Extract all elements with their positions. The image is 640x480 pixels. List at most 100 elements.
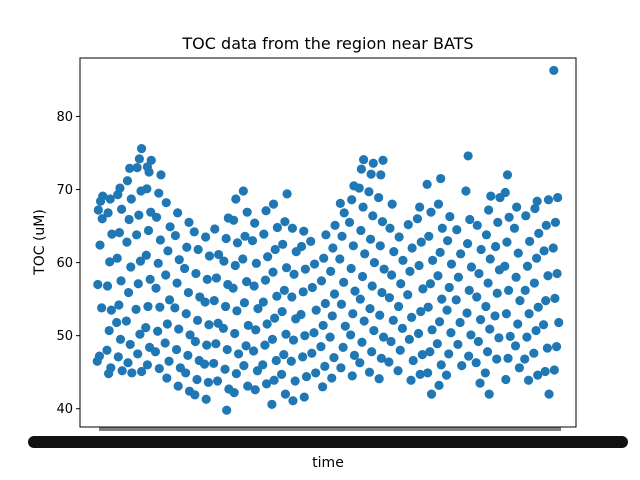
data-point (287, 292, 297, 302)
data-point (290, 376, 300, 386)
data-point (522, 332, 532, 342)
data-point (289, 269, 299, 279)
data-point (190, 390, 200, 400)
data-point (348, 241, 358, 251)
data-point (551, 342, 562, 352)
data-point (202, 274, 212, 284)
data-point (133, 279, 143, 289)
data-point (374, 374, 384, 384)
data-point (299, 392, 309, 402)
data-point (212, 376, 223, 386)
data-point (296, 241, 307, 252)
data-point (336, 299, 347, 309)
data-point (219, 256, 229, 266)
data-point (457, 361, 467, 371)
data-point (389, 247, 399, 257)
data-point (143, 225, 154, 236)
data-point (228, 283, 238, 293)
data-point (375, 310, 385, 320)
data-point (423, 368, 433, 378)
data-point (336, 363, 346, 373)
data-point (426, 207, 436, 217)
data-point (325, 332, 335, 342)
data-point (357, 271, 368, 282)
data-point (338, 342, 348, 352)
y-tick-label: 50 (56, 329, 73, 344)
data-point (377, 217, 388, 227)
data-point (453, 272, 464, 282)
plot-area (79, 57, 577, 428)
data-point (179, 263, 190, 274)
data-point (464, 285, 474, 295)
data-point (480, 368, 490, 378)
data-point (261, 206, 271, 216)
data-point (346, 263, 356, 274)
data-point (258, 360, 268, 370)
data-point (427, 325, 437, 335)
data-point (466, 262, 477, 272)
data-point (461, 186, 471, 196)
data-point (317, 382, 328, 392)
data-point (357, 337, 367, 347)
data-point (344, 217, 355, 228)
data-point (132, 230, 142, 240)
data-point (384, 293, 395, 303)
data-point (94, 351, 105, 361)
data-point (393, 366, 403, 376)
data-point (214, 249, 224, 260)
data-point (164, 356, 174, 366)
data-point (523, 375, 534, 385)
data-point (93, 279, 103, 290)
data-point (247, 236, 258, 246)
data-point (472, 292, 482, 302)
data-point (355, 294, 365, 304)
data-point (150, 347, 161, 357)
data-point (446, 259, 457, 269)
data-point (407, 243, 417, 253)
data-point (204, 251, 215, 261)
data-point (404, 334, 414, 344)
data-point (106, 363, 116, 373)
data-point (543, 195, 554, 205)
data-point (126, 194, 136, 204)
data-point (529, 348, 539, 358)
data-point (173, 208, 183, 218)
data-point (211, 273, 222, 283)
data-point (232, 238, 243, 248)
data-point (444, 349, 454, 359)
data-point (151, 283, 161, 293)
data-point (335, 254, 345, 264)
data-point (365, 304, 375, 314)
data-point (379, 264, 389, 274)
data-point (386, 336, 396, 347)
data-point (490, 241, 501, 252)
data-point (347, 195, 357, 205)
data-point (249, 281, 259, 291)
data-point (309, 328, 319, 338)
data-point (452, 225, 462, 235)
data-point (500, 261, 510, 271)
data-point (161, 198, 171, 208)
data-point (394, 232, 404, 242)
data-point (229, 215, 239, 225)
data-point (221, 233, 231, 244)
data-point (105, 257, 115, 267)
data-point (161, 270, 171, 280)
data-point (104, 325, 114, 336)
data-point (553, 192, 563, 203)
data-point (114, 228, 125, 238)
data-point (385, 223, 395, 233)
data-point (222, 344, 232, 355)
data-point (544, 389, 554, 399)
data-point (437, 294, 447, 304)
data-point (339, 277, 349, 287)
data-point (484, 205, 494, 215)
data-point (330, 220, 340, 230)
data-point (326, 266, 336, 276)
data-point (141, 250, 151, 260)
data-point (387, 270, 397, 280)
data-point (492, 354, 502, 364)
data-point (102, 345, 112, 355)
data-point (261, 379, 272, 389)
data-point (378, 332, 389, 342)
